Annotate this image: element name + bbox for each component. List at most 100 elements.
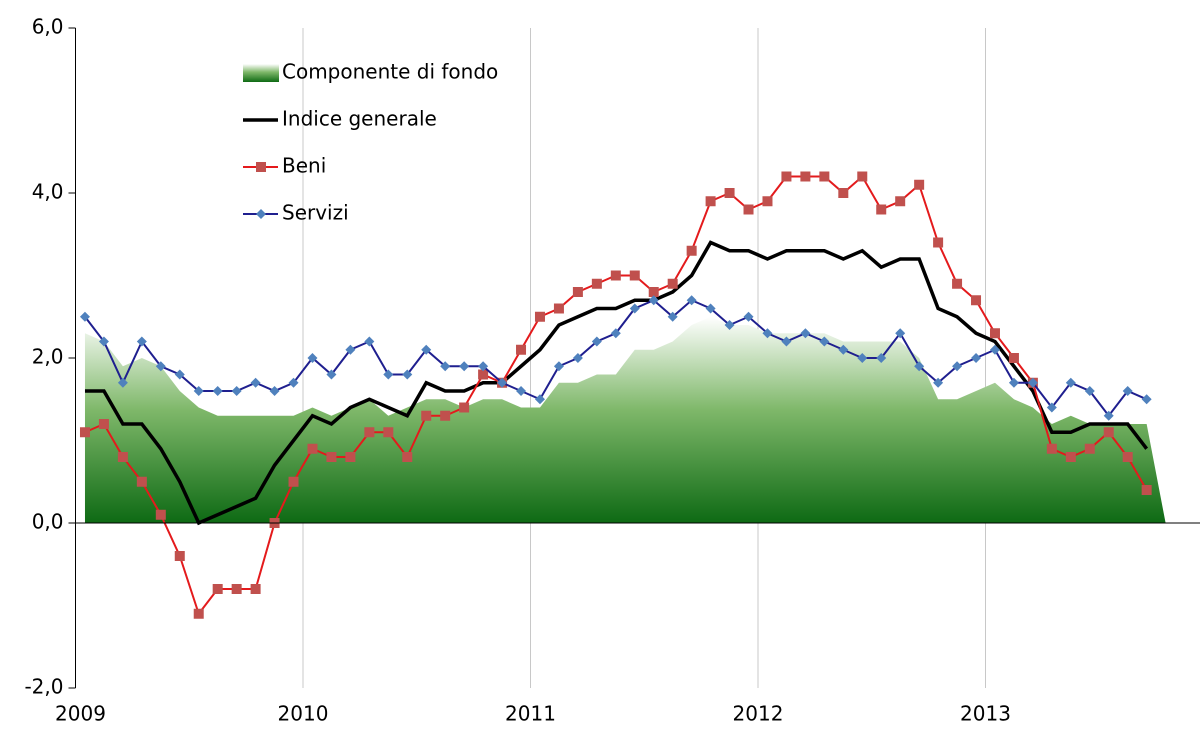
marker	[155, 361, 166, 372]
marker	[781, 171, 792, 182]
marker	[800, 328, 811, 339]
marker	[174, 551, 185, 561]
marker	[212, 386, 223, 396]
legend-swatch	[243, 64, 279, 82]
marker	[857, 353, 868, 363]
marker	[345, 452, 356, 462]
marker	[895, 328, 906, 339]
marker	[724, 320, 735, 330]
marker	[459, 361, 470, 372]
marker	[79, 427, 90, 438]
marker	[459, 402, 470, 413]
marker	[402, 369, 413, 380]
marker	[667, 311, 678, 322]
marker	[1141, 394, 1152, 405]
marker	[629, 303, 640, 314]
marker	[989, 344, 1000, 355]
marker	[79, 311, 90, 322]
marker	[591, 278, 602, 289]
marker	[1122, 386, 1133, 396]
marker	[364, 336, 375, 347]
legend-marker	[256, 162, 266, 172]
marker	[1008, 353, 1019, 363]
marker	[326, 369, 337, 380]
marker	[629, 270, 640, 281]
marker	[231, 584, 242, 594]
marker	[1065, 377, 1076, 388]
marker	[117, 452, 128, 462]
marker	[98, 419, 109, 429]
marker	[989, 328, 1000, 339]
marker	[933, 237, 944, 248]
marker	[421, 410, 432, 421]
marker	[553, 361, 564, 372]
marker	[610, 328, 621, 339]
marker	[307, 353, 318, 363]
marker	[743, 204, 754, 215]
y-tick-label: 6,0	[32, 15, 64, 39]
marker	[800, 171, 811, 182]
x-tick-label: 2011	[505, 702, 556, 726]
marker	[781, 336, 792, 347]
marker	[572, 353, 583, 363]
legend-label: Servizi	[282, 201, 349, 225]
line	[84, 240, 1149, 526]
marker	[136, 336, 147, 347]
marker	[383, 427, 394, 438]
marker	[326, 452, 337, 462]
marker	[516, 344, 527, 355]
marker	[231, 386, 242, 396]
marker	[838, 188, 849, 198]
marker	[1103, 410, 1114, 421]
marker	[1103, 427, 1114, 438]
x-tick-label: 2013	[960, 702, 1011, 726]
legend-label: Beni	[282, 154, 326, 178]
marker	[1084, 443, 1095, 454]
marker	[174, 369, 185, 380]
marker	[648, 287, 659, 297]
marker	[98, 336, 109, 347]
marker	[1065, 452, 1076, 462]
marker	[819, 171, 830, 182]
marker	[648, 295, 659, 306]
marker	[516, 386, 527, 396]
marker	[478, 361, 489, 372]
marker	[971, 353, 982, 363]
marker	[572, 287, 583, 297]
marker	[440, 410, 451, 421]
marker	[307, 443, 318, 454]
marker	[193, 386, 204, 396]
marker	[155, 509, 166, 520]
marker	[876, 353, 887, 363]
marker	[705, 196, 716, 207]
x-tick-label: 2012	[733, 702, 784, 726]
marker	[857, 171, 868, 182]
marker	[1084, 386, 1095, 396]
marker	[193, 608, 204, 619]
marker	[383, 369, 394, 380]
marker	[933, 377, 944, 388]
marker	[288, 377, 299, 388]
marker	[724, 188, 735, 198]
marker	[1046, 402, 1057, 413]
marker	[440, 361, 451, 372]
marker	[553, 303, 564, 314]
marker	[534, 394, 545, 405]
marker	[288, 476, 299, 487]
marker	[1046, 443, 1057, 454]
marker	[914, 361, 925, 372]
marker	[971, 295, 982, 306]
marker	[952, 278, 963, 289]
marker	[136, 476, 147, 487]
marker	[345, 344, 356, 355]
marker	[1027, 377, 1038, 388]
marker	[1008, 377, 1019, 388]
marker	[591, 336, 602, 347]
marker	[952, 361, 963, 372]
marker	[667, 278, 678, 289]
x-tick-label: 2010	[278, 702, 329, 726]
marker	[762, 196, 773, 207]
marker	[610, 270, 621, 281]
y-tick-label: 0,0	[32, 510, 64, 534]
